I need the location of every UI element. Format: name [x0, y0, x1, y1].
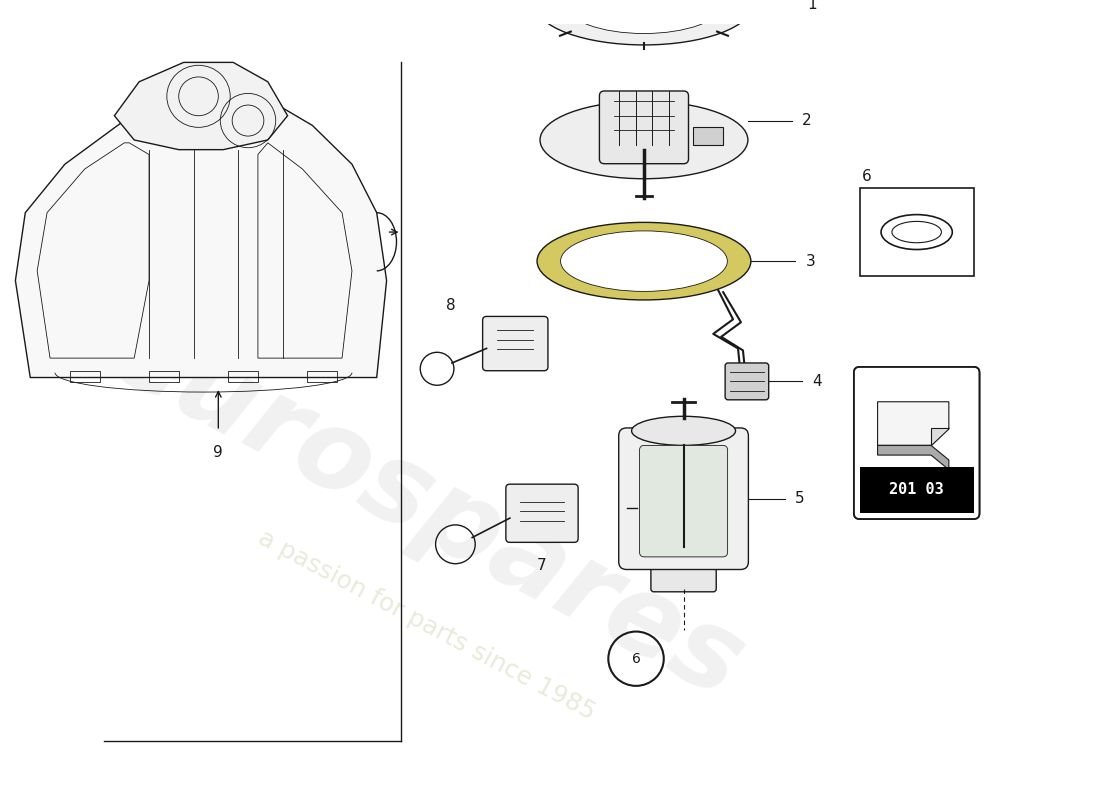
FancyBboxPatch shape — [618, 428, 748, 570]
Text: 8: 8 — [447, 298, 455, 313]
Text: 3: 3 — [805, 254, 815, 269]
FancyBboxPatch shape — [854, 367, 979, 519]
FancyBboxPatch shape — [639, 446, 727, 557]
FancyBboxPatch shape — [600, 91, 689, 164]
Ellipse shape — [540, 101, 748, 178]
Text: 9: 9 — [213, 446, 223, 460]
Text: a passion for parts since 1985: a passion for parts since 1985 — [254, 526, 598, 724]
FancyBboxPatch shape — [651, 559, 716, 592]
Bar — [69, 370, 99, 382]
Text: 6: 6 — [631, 652, 640, 666]
Ellipse shape — [537, 222, 751, 300]
Polygon shape — [931, 428, 949, 446]
Bar — [860, 189, 974, 276]
Ellipse shape — [565, 0, 723, 34]
Text: 201 03: 201 03 — [889, 482, 944, 498]
Polygon shape — [114, 62, 287, 150]
Bar — [693, 127, 723, 145]
Polygon shape — [878, 446, 949, 470]
Text: eurospares: eurospares — [91, 296, 761, 721]
FancyBboxPatch shape — [483, 317, 548, 370]
Ellipse shape — [535, 0, 752, 45]
Text: 5: 5 — [795, 491, 804, 506]
Text: 2: 2 — [802, 113, 812, 128]
Ellipse shape — [631, 416, 736, 446]
Bar — [860, 466, 974, 514]
FancyBboxPatch shape — [725, 363, 769, 400]
Ellipse shape — [561, 231, 727, 291]
Polygon shape — [15, 96, 386, 378]
Text: 7: 7 — [537, 558, 547, 573]
FancyBboxPatch shape — [506, 484, 579, 542]
Text: 4: 4 — [812, 374, 822, 389]
Bar — [228, 370, 257, 382]
Text: 6: 6 — [861, 169, 871, 183]
Bar — [307, 370, 337, 382]
Text: 1: 1 — [807, 0, 817, 12]
Bar — [148, 370, 178, 382]
Polygon shape — [878, 402, 949, 446]
